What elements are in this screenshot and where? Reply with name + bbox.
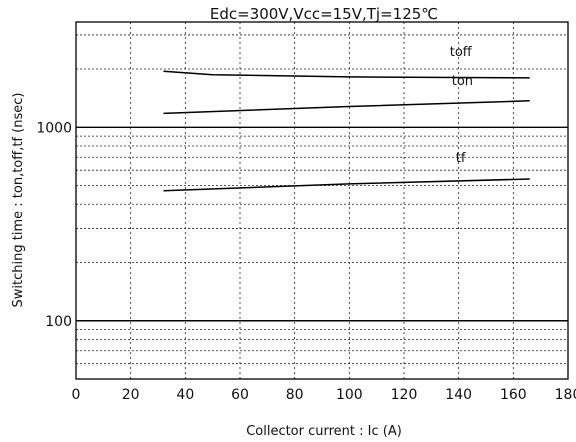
x-tick-label: 160 [500, 387, 527, 403]
x-tick-label: 0 [72, 387, 81, 403]
x-tick-label: 80 [286, 387, 304, 403]
y-tick-label: 1000 [36, 120, 72, 136]
x-tick-labels: 0 20 40 60 80 100 120 140 160 180 [72, 387, 576, 403]
series-line-tf [163, 178, 530, 192]
x-tick-label: 140 [445, 387, 472, 403]
series-labels: toff ton tf [450, 45, 473, 166]
x-tick-label: 180 [555, 387, 576, 403]
series-label-tf: tf [456, 151, 466, 166]
y-axis-label: Switching time : ton,toff,tf (nsec) [11, 93, 26, 308]
series-line-toff [163, 70, 530, 79]
chart-title: Edc=300V,Vcc=15V,Tj=125℃ [210, 5, 438, 23]
series-label-toff: toff [450, 45, 473, 60]
x-tick-label: 40 [176, 387, 194, 403]
x-tick-label: 20 [122, 387, 140, 403]
series-line-ton [163, 100, 530, 115]
x-tick-label: 120 [391, 387, 418, 403]
y-tick-label: 100 [45, 314, 72, 330]
x-tick-label: 60 [231, 387, 249, 403]
series-label-ton: ton [452, 74, 473, 89]
x-tick-label: 100 [336, 387, 363, 403]
x-axis-label: Collector current : Ic (A) [246, 424, 402, 439]
y-tick-labels: 100 1000 [36, 120, 72, 329]
series-group [163, 70, 530, 192]
plot-frame [75, 21, 569, 380]
grid [76, 22, 568, 380]
